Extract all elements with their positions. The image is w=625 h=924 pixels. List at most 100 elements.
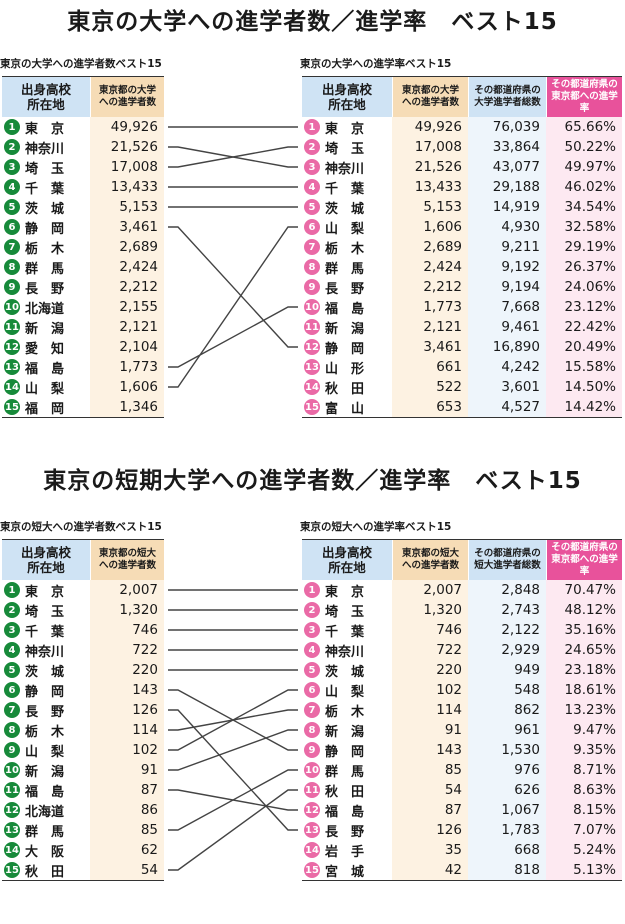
- count-cell: 54: [392, 780, 468, 800]
- header-total-line: その都道府県の: [474, 548, 541, 559]
- count-cell: 653: [392, 397, 468, 417]
- count-cell: 114: [90, 720, 164, 740]
- junior-rate-table: 出身高校 所在地 東京都の短大 への進学者数 その都道府県の 短大進学者総数 その都道府県の…: [302, 539, 622, 881]
- pref-cell: 4 神奈川: [2, 640, 90, 660]
- header-count-line: 東京都の大学: [401, 85, 459, 96]
- rank-badge: 13: [4, 822, 20, 838]
- prefecture-name: 千 葉: [25, 624, 65, 640]
- rank-badge: 4: [304, 179, 320, 195]
- table-row: 7 栃 木 114 862 13.23%: [302, 700, 622, 720]
- rank-badge: 15: [4, 862, 20, 878]
- pref-cell: 15 福 岡: [2, 397, 90, 417]
- table-row: 14 山 梨 1,606: [2, 377, 164, 397]
- prefecture-name: 栃 木: [25, 724, 65, 740]
- total-cell: 4,930: [468, 217, 546, 237]
- connector-line: [168, 769, 298, 831]
- prefecture-name: 群 馬: [325, 764, 365, 780]
- pref-cell: 7 栃 木: [302, 237, 392, 257]
- count-cell: 87: [392, 800, 468, 820]
- rate-cell: 35.16%: [546, 620, 622, 640]
- rank-badge: 13: [304, 822, 320, 838]
- rank-badge: 8: [4, 722, 20, 738]
- rate-cell: 70.47%: [546, 580, 622, 600]
- rate-cell: 23.18%: [546, 660, 622, 680]
- count-cell: 49,926: [90, 117, 164, 137]
- rate-cell: 34.54%: [546, 197, 622, 217]
- rate-cell: 65.66%: [546, 117, 622, 137]
- pref-cell: 5 茨 城: [302, 660, 392, 680]
- header-pref-line: 所在地: [27, 97, 65, 112]
- connector-line: [168, 146, 298, 168]
- junior-count-table: 出身高校 所在地 東京都の短大 への進学者数 1 東 京 2,007 2 埼 玉 1,320 3 千 …: [2, 539, 164, 881]
- rank-badge: 8: [304, 259, 320, 275]
- total-cell: 818: [468, 860, 546, 880]
- connector-line: [168, 226, 298, 388]
- pref-cell: 7 栃 木: [302, 700, 392, 720]
- rate-cell: 24.06%: [546, 277, 622, 297]
- total-cell: 4,527: [468, 397, 546, 417]
- rate-cell: 8.71%: [546, 760, 622, 780]
- rank-badge: 7: [304, 239, 320, 255]
- rate-cell: 20.49%: [546, 337, 622, 357]
- table-row: 9 山 梨 102: [2, 740, 164, 760]
- rate-cell: 32.58%: [546, 217, 622, 237]
- table-row: 13 福 島 1,773: [2, 357, 164, 377]
- pref-cell: 9 長 野: [2, 277, 90, 297]
- total-cell: 9,211: [468, 237, 546, 257]
- total-cell: 9,194: [468, 277, 546, 297]
- header-rate: その都道府県の 東京都への進学率: [546, 77, 622, 117]
- rank-badge: 11: [304, 782, 320, 798]
- rank-badge: 15: [304, 399, 320, 415]
- rate-cell: 48.12%: [546, 600, 622, 620]
- prefecture-name: 山 梨: [25, 744, 65, 760]
- university-rate-table: 出身高校 所在地 東京都の大学 への進学者数 その都道府県の 大学進学者総数 その都道府県の…: [302, 76, 622, 418]
- table-row: 1 東 京 49,926 76,039 65.66%: [302, 117, 622, 137]
- prefecture-name: 新 潟: [325, 321, 365, 337]
- junior-section-title: 東京の短期大学への進学者数／進学率 ベスト15: [43, 468, 582, 494]
- rank-badge: 4: [4, 642, 20, 658]
- header-count: 東京都の短大 への進学者数: [90, 540, 164, 580]
- pref-cell: 12 静 岡: [302, 337, 392, 357]
- table-row: 6 静 岡 3,461: [2, 217, 164, 237]
- total-cell: 1,783: [468, 820, 546, 840]
- university-rate_table-caption: 東京の大学への進学率ベスト15: [300, 58, 452, 70]
- pref-cell: 14 山 梨: [2, 377, 90, 397]
- pref-cell: 14 大 阪: [2, 840, 90, 860]
- prefecture-name: 長 野: [325, 824, 365, 840]
- rank-badge: 6: [4, 219, 20, 235]
- total-cell: 7,668: [468, 297, 546, 317]
- prefecture-name: 栃 木: [325, 241, 365, 257]
- pref-cell: 11 新 潟: [302, 317, 392, 337]
- header-rate-line: 東京都への進学率: [551, 554, 618, 577]
- prefecture-name: 山 形: [325, 361, 365, 377]
- count-cell: 3,461: [392, 337, 468, 357]
- rank-badge: 13: [4, 359, 20, 375]
- rank-badge: 7: [4, 702, 20, 718]
- header-pref-line: 出身高校: [321, 545, 372, 560]
- table-row: 6 山 梨 1,606 4,930 32.58%: [302, 217, 622, 237]
- rank-badge: 15: [304, 862, 320, 878]
- rank-badge: 5: [4, 199, 20, 215]
- prefecture-name: 茨 城: [325, 201, 365, 217]
- table-row: 1 東 京 2,007 2,848 70.47%: [302, 580, 622, 600]
- header-count: 東京都の大学 への進学者数: [90, 77, 164, 117]
- pref-cell: 14 秋 田: [302, 377, 392, 397]
- table-row: 12 愛 知 2,104: [2, 337, 164, 357]
- prefecture-name: 東 京: [325, 584, 365, 600]
- count-cell: 220: [90, 660, 164, 680]
- rank-badge: 14: [304, 842, 320, 858]
- count-cell: 1,606: [392, 217, 468, 237]
- pref-cell: 8 栃 木: [2, 720, 90, 740]
- rate-cell: 14.50%: [546, 377, 622, 397]
- table-header: 出身高校 所在地 東京都の短大 への進学者数 その都道府県の 短大進学者総数 その都道府県の…: [302, 540, 622, 580]
- count-cell: 2,424: [392, 257, 468, 277]
- header-pref: 出身高校 所在地: [302, 77, 392, 117]
- rank-badge: 9: [4, 742, 20, 758]
- rank-badge: 5: [4, 662, 20, 678]
- rate-cell: 49.97%: [546, 157, 622, 177]
- header-total-line: 短大進学者総数: [474, 560, 541, 571]
- table-row: 1 東 京 49,926: [2, 117, 164, 137]
- table-row: 2 埼 玉 1,320: [2, 600, 164, 620]
- count-cell: 1,320: [392, 600, 468, 620]
